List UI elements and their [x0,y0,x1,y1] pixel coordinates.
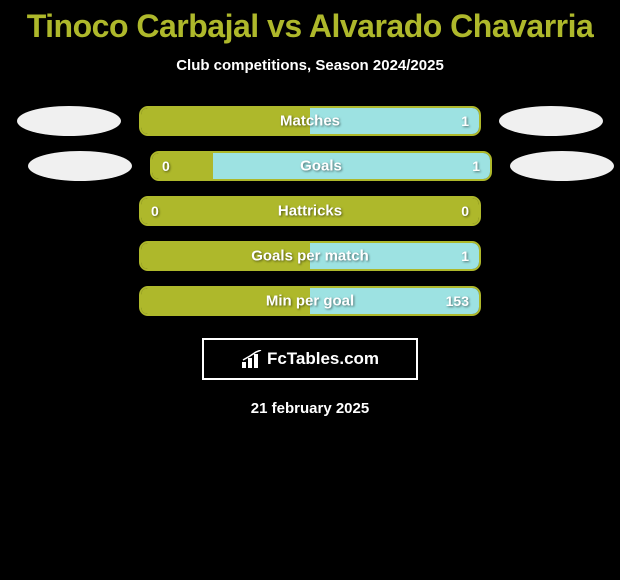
stat-rows: Matches 1 Goals 0 1 Hattricks 0 0 Goals per matc… [0,106,620,316]
stat-label: Goals per match [251,248,369,265]
stat-row: Min per goal 153 [0,286,620,316]
team-badge-left [17,106,121,136]
stat-value-right: 153 [446,293,469,309]
stat-row: Hattricks 0 0 [0,196,620,226]
spacer [499,286,603,316]
stat-value-right: 1 [472,158,480,174]
stat-label: Matches [280,113,340,130]
stat-value-right: 1 [461,248,469,264]
stat-value-left: 0 [162,158,170,174]
spacer [17,196,121,226]
team-badge-left [28,151,132,181]
stat-bar: Goals per match 1 [139,241,481,271]
spacer [499,241,603,271]
stat-bar: Goals 0 1 [150,151,492,181]
team-badge-right [499,106,603,136]
spacer [17,241,121,271]
stat-label: Goals [300,158,342,175]
stat-bar: Min per goal 153 [139,286,481,316]
stat-label: Hattricks [278,203,342,220]
team-badge-right [510,151,614,181]
stat-value-right: 1 [461,113,469,129]
page-title: Tinoco Carbajal vs Alvarado Chavarria [0,8,620,45]
stat-row: Matches 1 [0,106,620,136]
bar-chart-icon [241,350,263,368]
spacer [499,196,603,226]
subtitle: Club competitions, Season 2024/2025 [0,57,620,74]
comparison-card: Tinoco Carbajal vs Alvarado Chavarria Cl… [0,0,620,417]
spacer [17,286,121,316]
stat-row: Goals per match 1 [0,241,620,271]
brand-box[interactable]: FcTables.com [202,338,418,380]
stat-bar: Matches 1 [139,106,481,136]
stat-value-right: 0 [461,203,469,219]
stat-label: Min per goal [266,293,354,310]
stat-bar: Hattricks 0 0 [139,196,481,226]
date-text: 21 february 2025 [0,400,620,417]
bar-right-fill [213,153,490,179]
stat-row: Goals 0 1 [0,151,620,181]
stat-value-left: 0 [151,203,159,219]
brand-text: FcTables.com [267,349,379,369]
